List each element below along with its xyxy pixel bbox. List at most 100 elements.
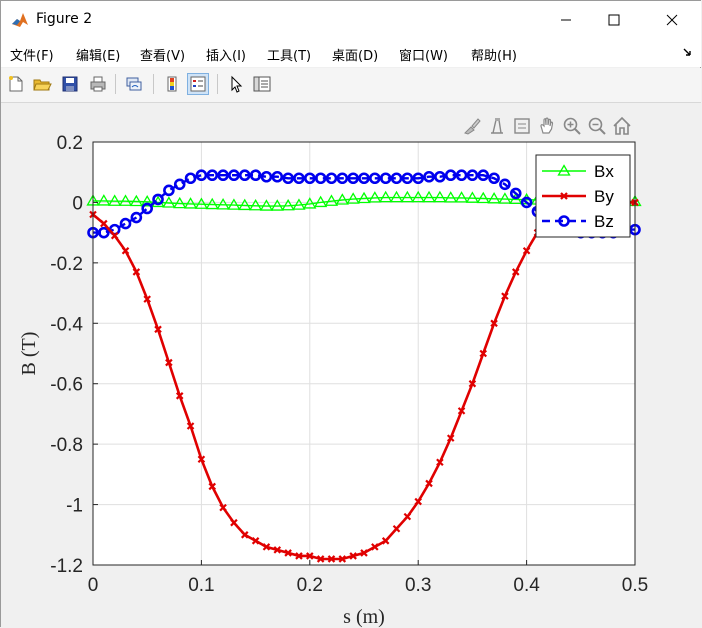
colorbar-button[interactable] — [161, 73, 183, 95]
print-icon — [90, 76, 106, 92]
menu-window[interactable]: 窗口(W) — [399, 49, 448, 64]
series-by-marker — [219, 503, 227, 512]
menu-view[interactable]: 查看(V) — [140, 49, 186, 64]
menu-file[interactable]: 文件(F) — [10, 49, 54, 64]
zoom-in-icon — [563, 117, 581, 135]
series-bx-marker — [357, 191, 371, 204]
series-bx-marker — [97, 194, 111, 206]
x-tick-label: 0.2 — [297, 575, 323, 596]
pointer-icon — [231, 75, 243, 93]
series-by-marker — [230, 518, 238, 527]
series-bz-marker — [499, 178, 511, 191]
menu-desktop[interactable]: 桌面(D) — [332, 49, 379, 64]
series-bx-marker — [433, 190, 447, 203]
close-button[interactable] — [645, 1, 699, 39]
series-bz-marker — [369, 172, 381, 185]
y-tick-label: -0.6 — [50, 375, 83, 396]
open-file-button[interactable] — [31, 73, 53, 95]
x-tick-label: 0.5 — [622, 575, 648, 596]
series-by-marker — [197, 455, 206, 464]
series-bz-marker — [206, 169, 219, 182]
series-by-marker — [479, 349, 488, 358]
series-by-marker — [240, 531, 249, 539]
brush-button[interactable] — [461, 115, 483, 137]
zoom-in-button[interactable] — [561, 115, 583, 137]
figure-toolbar — [1, 68, 701, 103]
series-bz-marker — [130, 211, 143, 224]
series-by-marker — [208, 482, 217, 491]
series-bx-marker — [238, 198, 252, 211]
series-bz-marker — [520, 196, 533, 209]
zoom-out-button[interactable] — [586, 115, 608, 137]
series-bx-marker — [183, 197, 198, 209]
series-bz-marker — [509, 187, 522, 200]
series-by-marker — [306, 552, 314, 560]
matlab-icon — [11, 11, 29, 29]
series-bz-marker — [260, 170, 273, 183]
series-by-marker — [381, 537, 390, 545]
pan-button[interactable] — [536, 115, 558, 137]
series-bx-marker — [248, 198, 263, 211]
series-bz-marker — [423, 170, 435, 183]
series-bz-marker — [293, 172, 305, 185]
series-by-marker — [175, 392, 184, 400]
series-by-marker — [327, 555, 336, 563]
menu-help[interactable]: 帮助(H) — [471, 49, 517, 64]
legend-marker — [557, 164, 571, 176]
pointer-button[interactable] — [225, 73, 247, 95]
series-bx-marker — [476, 191, 490, 204]
home-button[interactable] — [611, 115, 633, 137]
menu-insert[interactable]: 插入(I) — [206, 49, 246, 64]
y-tick-label: -0.2 — [50, 254, 83, 275]
zoom-out-icon — [588, 117, 606, 135]
print-button[interactable] — [87, 73, 109, 95]
series-by-marker — [110, 231, 119, 240]
series-bx-marker — [162, 196, 176, 208]
series-by-marker — [100, 219, 108, 228]
dock-arrow-icon[interactable] — [683, 47, 693, 57]
menu-tools[interactable]: 工具(T) — [267, 49, 312, 64]
series-bx-marker — [324, 194, 339, 206]
series-bx-marker — [173, 196, 187, 209]
y-tick-label: -1 — [66, 496, 83, 517]
series-bz-marker — [488, 172, 500, 185]
series-by-marker — [186, 422, 195, 430]
series-bx-marker — [509, 192, 523, 205]
x-tick-label: 0.3 — [405, 575, 431, 596]
window-title: Figure 2 — [36, 11, 93, 27]
open-file-icon — [33, 79, 52, 91]
new-figure-button[interactable] — [5, 73, 27, 95]
series-bx-marker — [270, 199, 284, 211]
series-bz-marker — [163, 184, 175, 197]
legend-button[interactable] — [187, 73, 209, 95]
series-bx-marker — [400, 190, 414, 203]
legend-marker — [560, 192, 568, 200]
series-bz-marker — [119, 217, 132, 230]
series-bx-marker — [368, 191, 382, 203]
series-bz-marker — [325, 172, 338, 185]
maximize-button[interactable] — [587, 1, 641, 39]
link-plot-icon — [126, 77, 142, 91]
link-plot-button[interactable] — [123, 73, 145, 95]
home-icon — [613, 116, 631, 135]
series-bz-marker — [195, 169, 208, 182]
legend[interactable]: Bx By Bz — [535, 154, 631, 238]
series-bz-marker — [434, 170, 446, 183]
series-bz-marker — [217, 169, 229, 182]
data-tips-button[interactable] — [486, 115, 508, 137]
minimize-button[interactable] — [539, 1, 593, 39]
series-bz-marker — [249, 169, 262, 182]
legend-entry-bx: Bx — [542, 162, 614, 181]
series-bz-marker — [303, 172, 316, 185]
series-by-marker — [338, 555, 347, 563]
series-bz-marker — [390, 172, 403, 185]
property-inspector-button[interactable] — [251, 73, 273, 95]
series-bx-marker — [335, 193, 349, 205]
y-tick-label: -0.4 — [50, 314, 83, 335]
save-button[interactable] — [59, 73, 81, 95]
title-bar[interactable]: Figure 2 — [1, 1, 701, 39]
series-by-marker — [403, 512, 412, 521]
rotate-button[interactable] — [511, 115, 533, 137]
menu-edit[interactable]: 编辑(E) — [76, 49, 121, 64]
